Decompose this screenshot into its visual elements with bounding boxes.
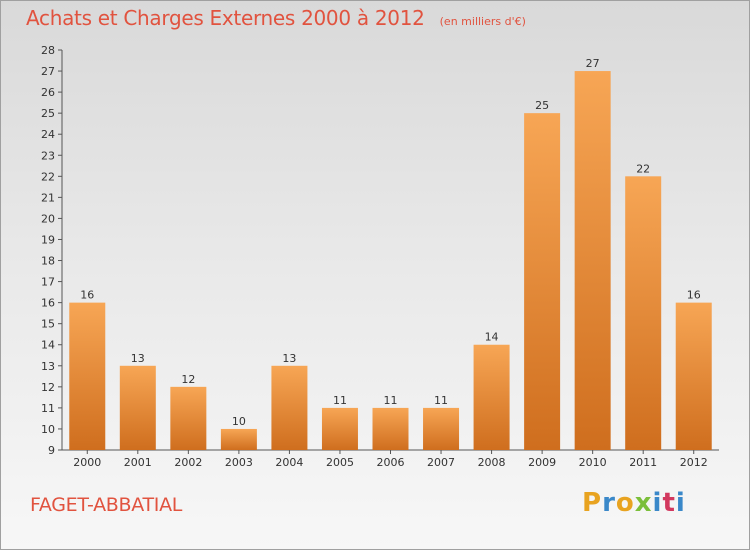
x-tick-label-2008: 2008 [478,456,506,469]
x-tick-label-2011: 2011 [629,456,657,469]
data-label-2005: 11 [333,394,347,407]
bar-2012 [675,302,712,450]
x-tick-label-2009: 2009 [528,456,556,469]
y-tick-label: 12 [41,381,55,394]
bar-2001 [119,365,156,450]
x-tick-label-2010: 2010 [579,456,607,469]
x-tick-label-2000: 2000 [73,456,101,469]
logo-letter: i [652,488,663,518]
y-tick-label: 20 [41,212,55,225]
x-tick-label-2005: 2005 [326,456,354,469]
bar-2006 [372,407,409,450]
y-tick-label: 15 [41,318,55,331]
y-tick-label: 17 [41,276,55,289]
y-tick-label: 11 [41,402,55,415]
y-tick-label: 9 [48,444,55,457]
bar-2009 [524,113,561,450]
data-label-2003: 10 [232,415,246,428]
x-tick-label-2001: 2001 [124,456,152,469]
y-tick-label: 27 [41,65,55,78]
bars: 16 13 12 10 13 11 11 11 14 25 27 22 16 [69,57,712,450]
proxiti-logo[interactable]: Proxiti [582,488,686,518]
data-label-2012: 16 [687,289,701,302]
data-label-2002: 12 [181,373,195,386]
x-tick-label-2012: 2012 [680,456,708,469]
x-tick-label-2003: 2003 [225,456,253,469]
chart-subtitle: (en milliers d'€) [439,15,526,28]
bar-2010 [574,71,611,450]
chart-title: Achats et Charges Externes 2000 à 2012 [26,6,425,30]
x-tick-label-2006: 2006 [377,456,405,469]
y-tick-label: 24 [41,128,55,141]
y-tick-label: 28 [41,44,55,57]
data-label-2008: 14 [485,331,499,344]
logo-letter: P [582,488,603,518]
bar-2002 [170,386,207,450]
bar-2003 [220,428,257,450]
logo-letter: t [662,488,676,518]
data-label-2007: 11 [434,394,448,407]
data-label-2000: 16 [80,289,94,302]
bar-2004 [271,365,308,450]
y-tick-label: 19 [41,233,55,246]
y-tick-label: 13 [41,360,55,373]
data-label-2006: 11 [384,394,398,407]
axes: 9 10 11 12 13 14 15 16 17 18 19 20 21 22 23 24 25 26 27 28 2… [41,44,719,469]
x-tick-label-2004: 2004 [275,456,303,469]
data-label-2011: 22 [636,162,650,175]
commune-name: FAGET-ABBATIAL [30,494,183,516]
data-label-2009: 25 [535,99,549,112]
bar-2005 [321,407,358,450]
data-label-2010: 27 [586,57,600,70]
logo-letter: r [602,488,616,518]
y-tick-label: 14 [41,339,55,352]
x-tick-label-2007: 2007 [427,456,455,469]
bar-2008 [473,344,510,450]
bar-2000 [69,302,106,450]
logo-letter: x [634,488,653,518]
x-tick-label-2002: 2002 [174,456,202,469]
chart-header: Achats et Charges Externes 2000 à 2012 (… [26,6,526,30]
y-tick-label: 21 [41,191,55,204]
bar-2007 [423,407,460,450]
y-tick-label: 23 [41,149,55,162]
y-tick-label: 10 [41,423,55,436]
y-tick-label: 26 [41,86,55,99]
logo-letter: o [615,488,635,518]
data-label-2001: 13 [131,352,145,365]
data-label-2004: 13 [282,352,296,365]
logo-letter: i [675,488,686,518]
y-tick-label: 16 [41,297,55,310]
y-tick-label: 25 [41,107,55,120]
bar-2011 [625,176,662,450]
y-tick-label: 18 [41,255,55,268]
y-tick-label: 22 [41,170,55,183]
